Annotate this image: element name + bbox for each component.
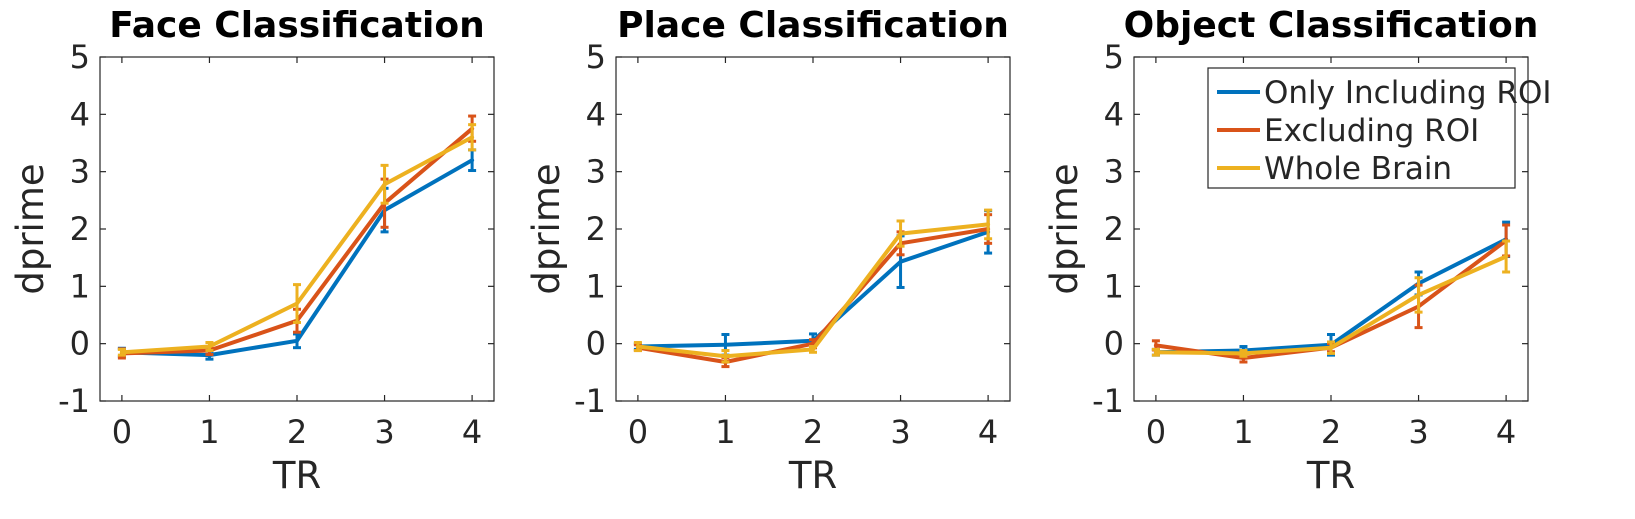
- x-tick-label: 2: [803, 413, 823, 451]
- chart-panel-3: -1 0 1 2 3 4 5 0 1 2 3 4 Object Classification TR dpri…: [1043, 5, 1552, 497]
- chart-title: Face Classification: [109, 5, 485, 46]
- y-tick-label: 0: [70, 325, 90, 363]
- x-tick-label: 1: [199, 413, 219, 451]
- x-tick-label: 1: [1233, 413, 1253, 451]
- y-tick-label: 4: [1104, 95, 1124, 133]
- legend-label: Whole Brain: [1264, 151, 1452, 187]
- chart-panel-2: -1 0 1 2 3 4 5 0 1 2 3 4 Place Classification TR dprim…: [525, 5, 1011, 497]
- y-tick-label: 2: [1104, 210, 1124, 248]
- x-tick-label: 4: [978, 413, 998, 451]
- y-tick-label: 5: [586, 38, 606, 76]
- y-axis-label: dprime: [9, 163, 52, 294]
- y-tick-label: -1: [1092, 382, 1124, 420]
- y-tick-label: 3: [1104, 153, 1124, 191]
- legend-label: Only Including ROI: [1264, 75, 1552, 111]
- y-tick-label: 3: [586, 153, 606, 191]
- x-tick-label: 3: [1408, 413, 1428, 451]
- legend-label: Excluding ROI: [1264, 113, 1479, 149]
- y-tick-label: 4: [70, 95, 90, 133]
- y-tick-label: 5: [1104, 38, 1124, 76]
- x-tick-label: 0: [112, 413, 132, 451]
- x-tick-label: 4: [1496, 413, 1516, 451]
- y-tick-label: 0: [586, 325, 606, 363]
- y-tick-label: 1: [1104, 267, 1124, 305]
- y-tick-label: 5: [70, 38, 90, 76]
- y-tick-label: 3: [70, 153, 90, 191]
- x-tick-label: 0: [1146, 413, 1166, 451]
- series-3: [117, 123, 477, 357]
- x-tick-label: 3: [374, 413, 394, 451]
- y-tick-label: 2: [70, 210, 90, 248]
- y-tick-label: 1: [70, 267, 90, 305]
- x-tick-label: 0: [628, 413, 648, 451]
- y-tick-label: -1: [574, 382, 606, 420]
- y-tick-label: 2: [586, 210, 606, 248]
- x-axis-label: TR: [788, 454, 837, 497]
- chart-title: Place Classification: [617, 5, 1009, 46]
- y-tick-label: 4: [586, 95, 606, 133]
- y-axis-label: dprime: [1043, 163, 1086, 294]
- x-tick-label: 4: [462, 413, 482, 451]
- y-tick-label: 0: [1104, 325, 1124, 363]
- x-tick-label: 1: [715, 413, 735, 451]
- x-tick-label: 2: [1321, 413, 1341, 451]
- series-3: [633, 208, 993, 364]
- y-tick-label: 1: [586, 267, 606, 305]
- y-axis-label: dprime: [525, 163, 568, 294]
- y-tick-label: -1: [58, 382, 90, 420]
- chart-title: Object Classification: [1124, 5, 1539, 46]
- x-tick-label: 3: [890, 413, 910, 451]
- chart-panel-1: -1 0 1 2 3 4 5 0 1 2 3 4 Face Classification TR dprime: [9, 5, 495, 497]
- x-axis-label: TR: [1306, 454, 1355, 497]
- x-axis-label: TR: [272, 454, 321, 497]
- x-tick-label: 2: [287, 413, 307, 451]
- series-3: [1151, 239, 1511, 358]
